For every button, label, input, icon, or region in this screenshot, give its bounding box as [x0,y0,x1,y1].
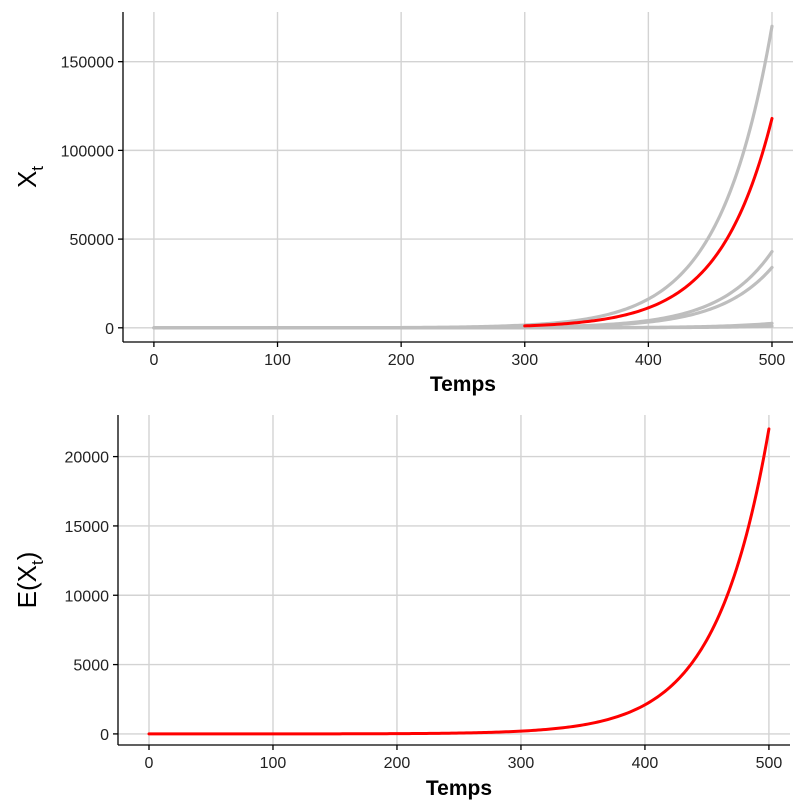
bottom-grid [118,415,790,745]
top-y-tick-label: 150000 [61,55,114,72]
top-series [152,24,774,330]
top-x-tick-label: 100 [264,352,291,369]
bottom-x-tick-label: 0 [145,755,154,772]
bottom-y-tick-label: 15000 [65,519,110,536]
bottom-series-line-0 [147,427,771,736]
top-x-axis-title: Temps [430,373,496,396]
bottom-series [147,427,771,736]
bottom-x-axis-title: Temps [426,777,492,800]
top-ticks: 0 100 200 300 400 500 0 50000 100000 150000 [61,55,786,369]
top-x-tick-label: 200 [388,352,415,369]
top-x-tick-label: 300 [511,352,538,369]
bottom-y-title-sub: t [28,560,47,565]
top-series-line-4 [152,324,774,330]
bottom-y-tick-label: 20000 [65,450,110,467]
top-y-title-sub: t [28,166,47,171]
bottom-x-tick-label: 500 [756,755,783,772]
top-y-tick-label: 100000 [61,143,114,160]
top-x-tick-label: 400 [635,352,662,369]
bottom-y-tick-label: 10000 [65,588,110,605]
bottom-y-axis-title: E(Xt) [12,552,47,609]
top-y-tick-label: 50000 [70,232,115,249]
top-x-tick-label: 500 [759,352,786,369]
top-grid [123,12,793,342]
bottom-y-tick-label: 5000 [73,658,109,675]
top-x-tick-label: 0 [149,352,158,369]
bottom-x-tick-label: 100 [260,755,287,772]
top-panel: 0 100 200 300 400 500 0 50000 100000 150000 Temps… [12,12,793,396]
top-series-line-0 [152,24,774,330]
top-y-tick-label: 0 [105,321,114,338]
bottom-x-tick-label: 400 [632,755,659,772]
top-series-line-5 [523,116,774,328]
top-y-axis-title: Xt [12,166,47,188]
top-y-title-base: X [12,171,42,188]
bottom-y-title-close: ) [12,552,42,561]
bottom-y-tick-label: 0 [100,727,109,744]
bottom-x-tick-label: 200 [384,755,411,772]
bottom-y-title-base: E(X [12,565,42,608]
bottom-x-tick-label: 300 [508,755,535,772]
